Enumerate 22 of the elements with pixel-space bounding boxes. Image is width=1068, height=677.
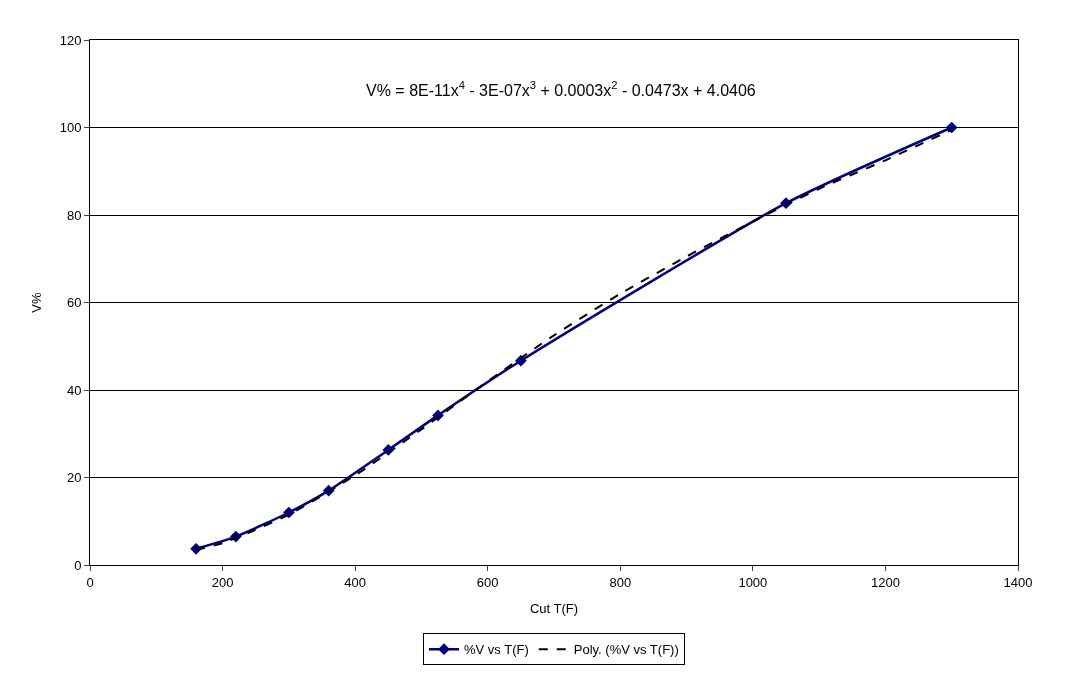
legend-label: Poly. (%V vs T(F)) (573, 642, 679, 658)
x-tick-label: 800 (609, 574, 632, 590)
x-tick-label: 1000 (738, 574, 768, 590)
y-tick-label: 20 (66, 470, 82, 486)
x-axis-title: Cut T(F) (529, 601, 579, 617)
annotation: V% = 8E-11x$^{4}$ - 3E-07x$^{3}$ + 0.0003x$^{2}$ - 0.0473x + 4.0406 (366, 79, 756, 99)
x-tick-label: 1200 (870, 574, 900, 590)
y-tick-label: 0 (74, 557, 82, 573)
x-tick-label: 400 (344, 574, 366, 590)
y-tick-label: 80 (66, 207, 82, 223)
legend-label: %V vs T(F) (464, 642, 529, 658)
y-tick-label: 40 (66, 382, 82, 398)
x-tick-label: 0 (86, 574, 94, 590)
point (283, 506, 295, 519)
y-tick-label: 60 (66, 295, 82, 311)
y-axis-title: V% (28, 291, 44, 313)
y-tick-label: 100 (59, 120, 82, 136)
y-tick-label: 120 (59, 32, 82, 48)
x-tick-label: 600 (476, 574, 499, 590)
x-tick-label: 200 (211, 574, 234, 590)
point (945, 121, 958, 134)
x-tick-label: 1400 (1003, 574, 1033, 590)
